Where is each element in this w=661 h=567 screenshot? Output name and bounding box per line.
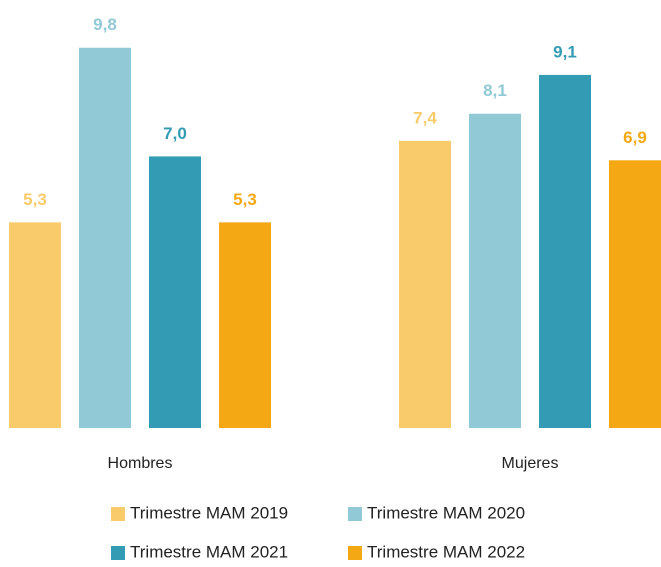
data-label: 6,9 [623,128,647,147]
bar [149,156,201,428]
bar [219,222,271,428]
legend-swatch [348,507,362,521]
bar [9,222,61,428]
bar [399,140,451,428]
legend-label: Trimestre MAM 2021 [130,542,288,561]
legend-label: Trimestre MAM 2019 [130,503,288,522]
bar [469,113,521,428]
bar [539,74,591,429]
legend-swatch [111,507,125,521]
bar [79,47,131,428]
legend-label: Trimestre MAM 2022 [367,542,525,561]
legend-swatch [111,546,125,560]
data-label: 7,0 [163,124,187,143]
bar [609,160,661,428]
data-label: 7,4 [413,108,437,127]
data-label: 9,8 [93,15,117,34]
data-label: 5,3 [233,190,257,209]
legend-label: Trimestre MAM 2020 [367,503,525,522]
data-label: 9,1 [553,42,577,61]
category-label: Hombres [108,455,173,472]
category-label: Mujeres [502,455,559,472]
data-label: 8,1 [483,81,507,100]
legend-swatch [348,546,362,560]
data-label: 5,3 [23,190,47,209]
